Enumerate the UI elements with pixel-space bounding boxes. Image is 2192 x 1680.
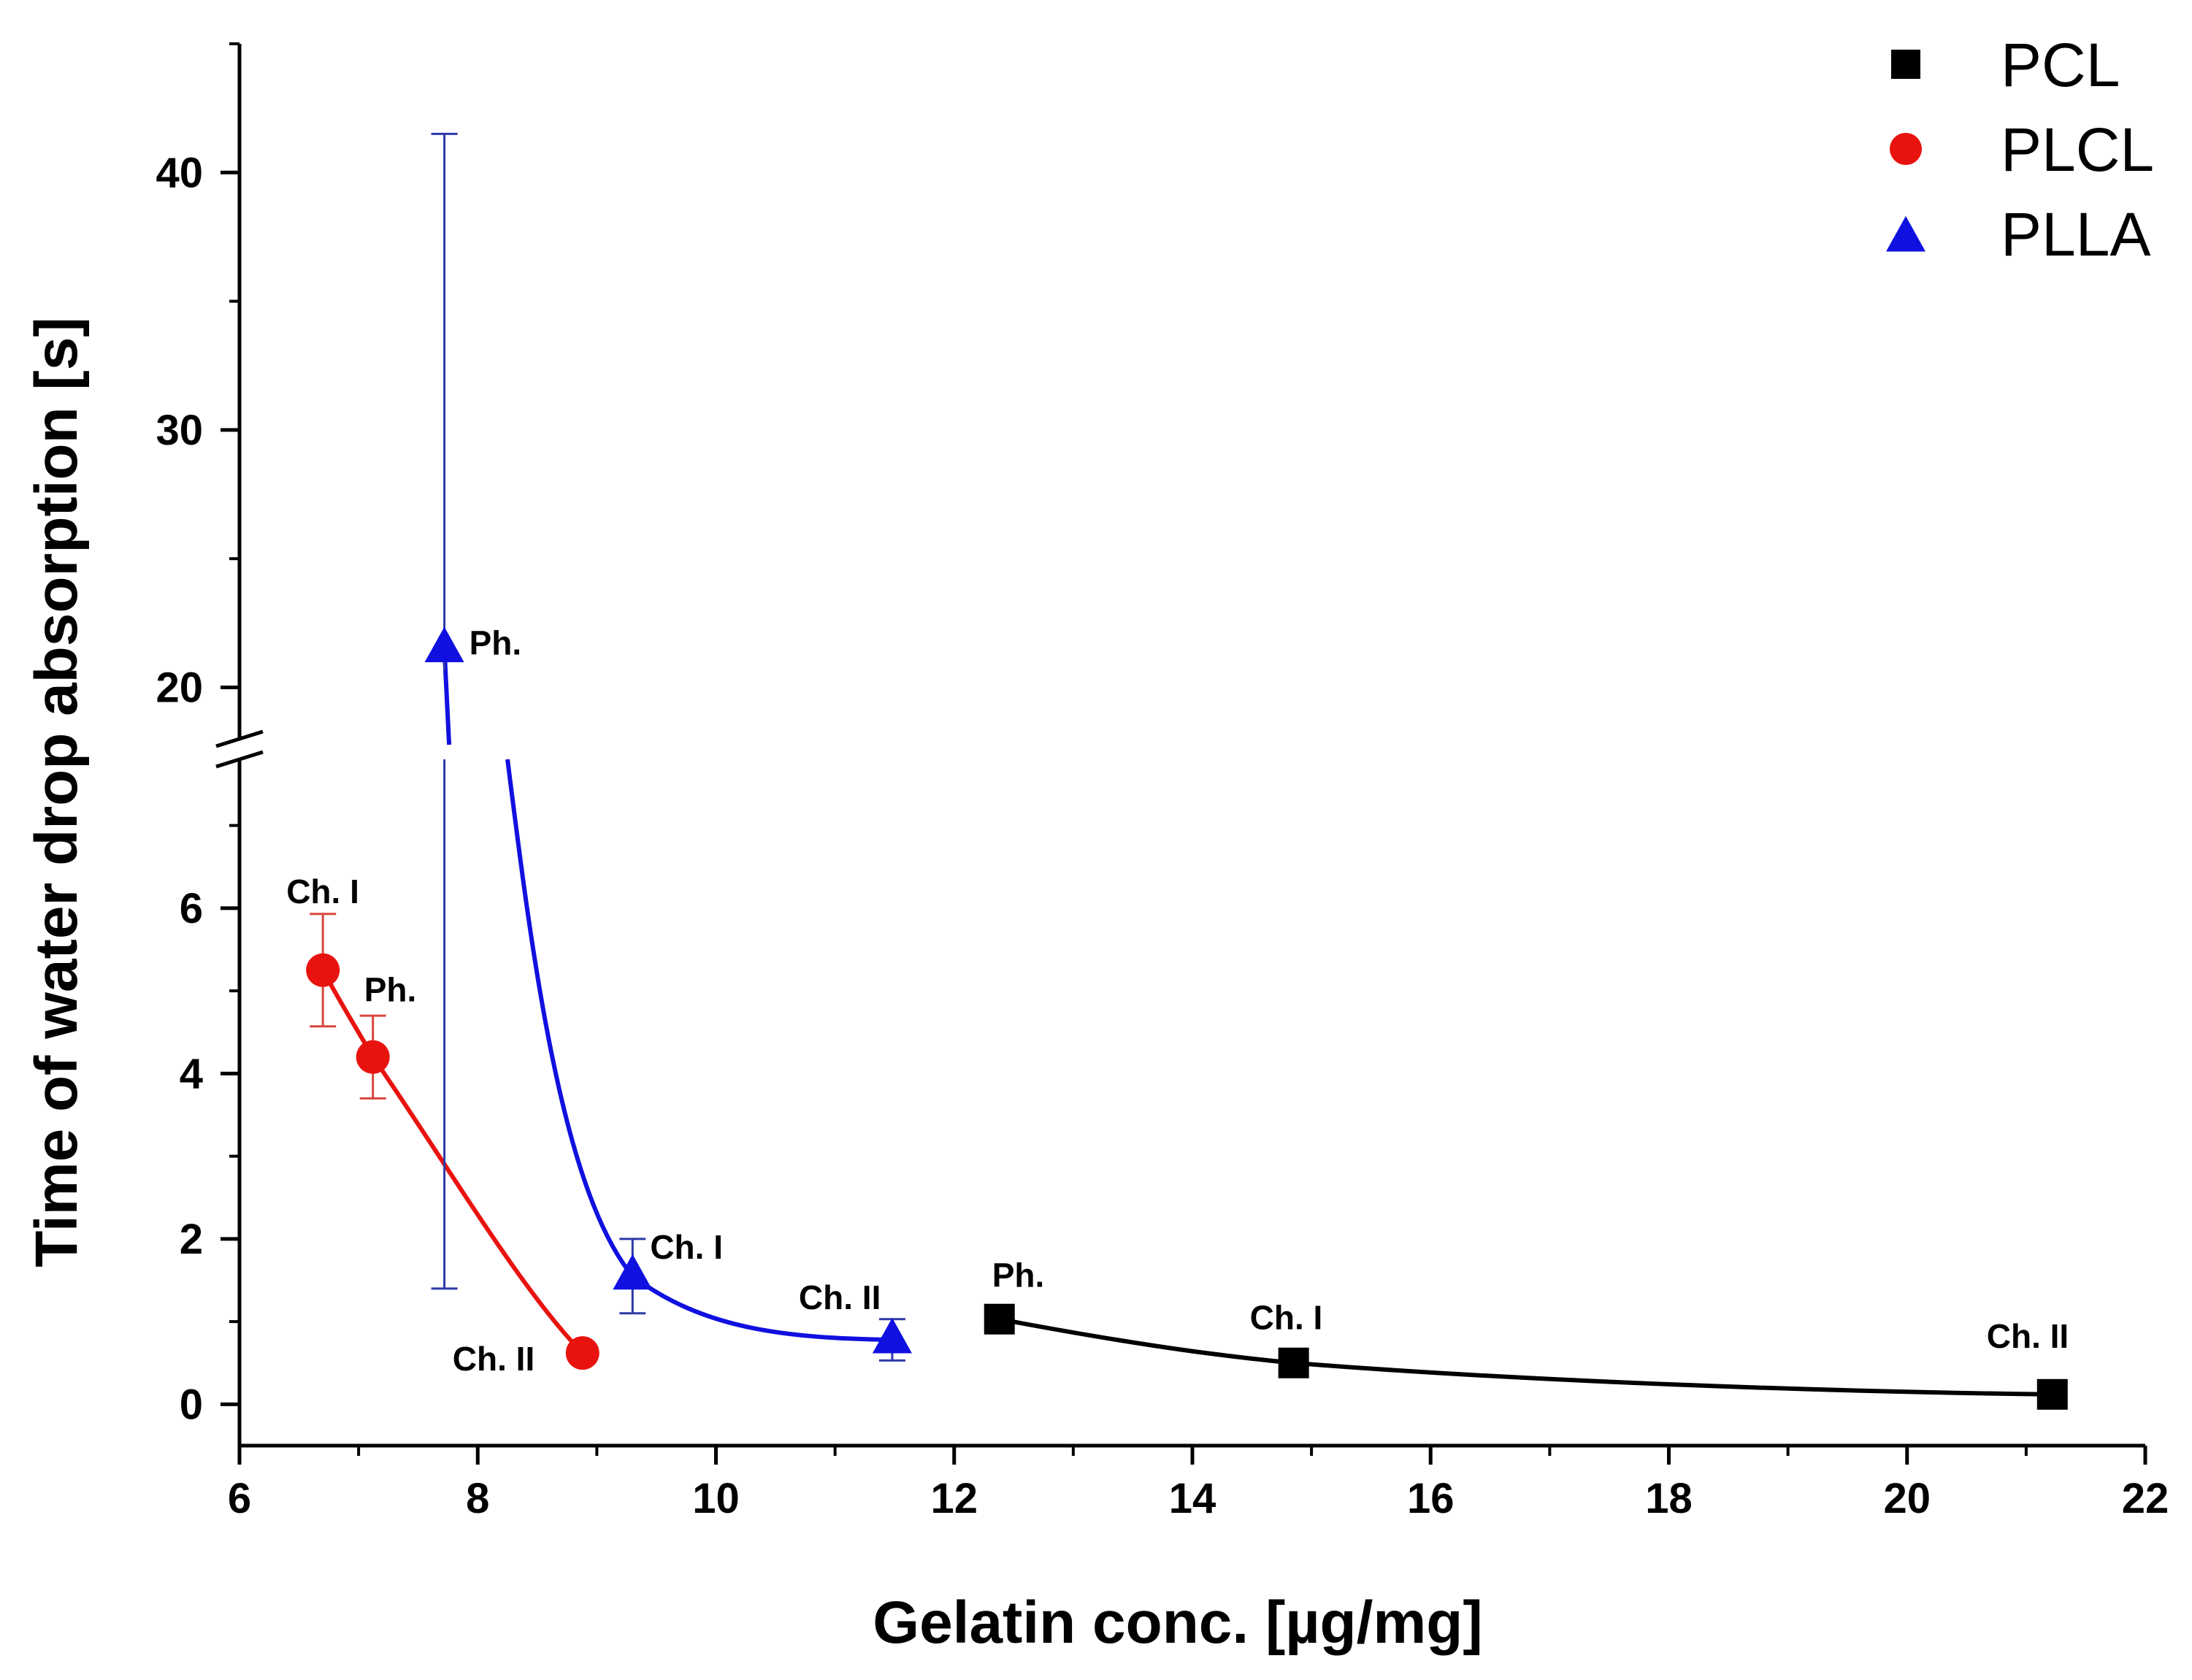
data-markers [306,626,2068,1410]
fit-curve-pcl [999,1316,2053,1397]
y-tick-label: 30 [156,407,203,454]
x-axis-title: Gelatin conc. [µg/mg] [873,1589,1482,1656]
y-axis-break-mark [215,729,264,748]
y-axis-break-mark [215,750,264,769]
y-tick-label: 2 [180,1216,203,1263]
marker-plla [872,1317,912,1354]
point-label-plcl: Ph. [364,971,417,1009]
point-label-plla: Ch. II [799,1278,881,1316]
marker-plcl [356,1040,390,1074]
fit-curve-plla [505,759,892,1343]
fit-curves [321,648,2053,1397]
x-tick-label: 22 [2122,1475,2169,1522]
marker-plla [613,1254,653,1290]
x-tick-label: 20 [1883,1475,1931,1522]
legend-marker-plcl [1890,133,1922,165]
x-tick-label: 18 [1645,1475,1693,1522]
point-label-plcl: Ch. I [286,872,359,910]
y-tick-label: 40 [156,149,203,196]
legend-marker-pcl [1891,50,1920,79]
legend-marker-plla [1886,215,1925,252]
axes: 6 8 10 12 14 16 18 20 22 0 2 4 6 20 30 40 [156,42,2169,1522]
x-tick-label: 10 [692,1475,740,1522]
y-tick-label: 4 [180,1050,203,1097]
marker-pcl [2036,1378,2068,1410]
x-tick-label: 16 [1407,1475,1455,1522]
fit-curve-plcl [321,969,584,1355]
marker-plla [424,626,464,663]
legend: PCL PLCL PLLA [1886,31,2154,269]
point-label-pcl: Ch. II [1987,1317,2069,1355]
point-labels: Ph. Ch. I Ch. II Ch. I Ph. Ch. II Ph. Ch. I Ch. … [286,624,2069,1378]
marker-plcl [565,1336,599,1370]
x-tick-label: 14 [1169,1475,1216,1522]
y-tick-label: 20 [156,664,203,711]
legend-label-plcl: PLCL [2001,115,2154,184]
legend-label-pcl: PCL [2001,31,2120,99]
x-tick-label: 8 [466,1475,489,1522]
point-label-pcl: Ph. [992,1257,1045,1294]
point-label-plla: Ph. [470,624,522,662]
point-label-plla: Ch. I [650,1228,723,1266]
point-label-pcl: Ch. I [1250,1299,1323,1337]
marker-pcl [984,1303,1015,1335]
y-axis-title: Time of water drop absorption [s] [23,317,90,1267]
marker-plcl [306,953,340,987]
x-tick-label: 6 [228,1475,251,1522]
marker-pcl [1278,1347,1309,1378]
point-label-plcl: Ch. II [453,1340,534,1378]
legend-label-plla: PLLA [2001,200,2151,269]
y-tick-label: 6 [180,885,203,932]
x-tick-label: 12 [930,1475,978,1522]
y-tick-label: 0 [180,1381,203,1428]
error-bars [310,132,905,1362]
